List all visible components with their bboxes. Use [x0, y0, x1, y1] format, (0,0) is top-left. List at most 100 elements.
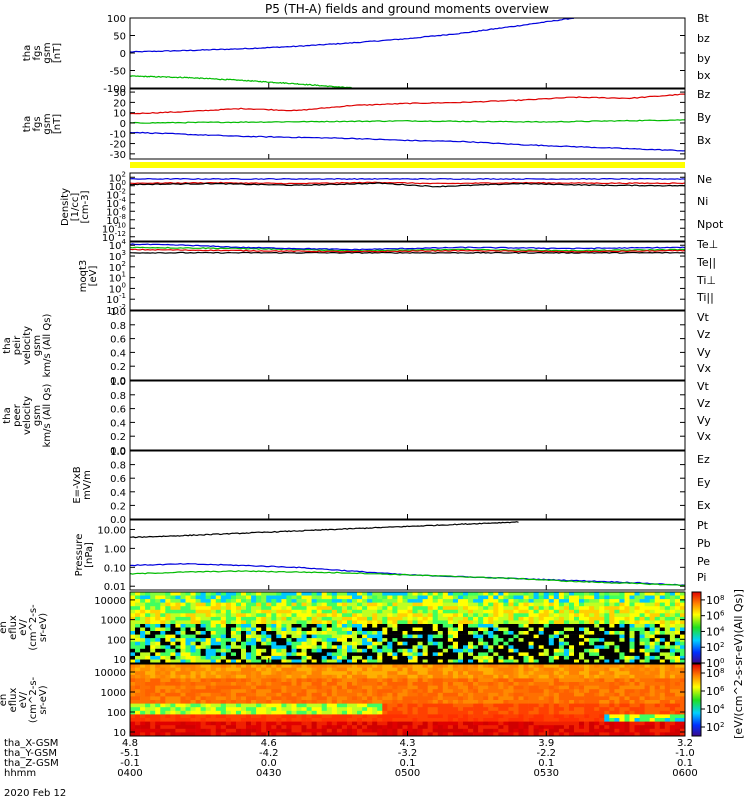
spectrogram-cell: [175, 641, 181, 646]
spectrogram-cell: [306, 703, 312, 708]
spectrogram-cell: [478, 671, 484, 676]
spectrogram-cell: [281, 652, 287, 657]
spectrogram-cell: [528, 638, 534, 642]
spectrogram-cell: [563, 641, 570, 646]
spectrogram-cell: [220, 659, 227, 664]
spectrogram-cell: [558, 721, 565, 726]
legend-entry-density: Ne: [697, 173, 712, 186]
spectrogram-cell: [463, 624, 469, 628]
spectrogram-cell: [584, 659, 590, 664]
x-axis-tick-label: 4.6: [261, 738, 277, 749]
spectrogram-cell: [579, 595, 585, 600]
spectrogram-cell: [680, 728, 686, 733]
spectrogram-cell: [659, 714, 666, 719]
spectrogram-cell: [432, 721, 439, 726]
spectrogram-cell: [639, 692, 645, 697]
spectrogram-cell: [447, 624, 454, 628]
spectrogram-cell: [382, 595, 388, 600]
spectrogram-cell: [316, 624, 323, 628]
spectrogram-cell: [291, 674, 297, 679]
spectrogram-cell: [160, 682, 166, 686]
spectrogram-cell: [271, 725, 277, 730]
spectrogram-cell: [155, 725, 161, 730]
spectrogram-cell: [246, 609, 252, 614]
spectrogram-cell: [241, 641, 247, 646]
spectrogram-cell: [518, 648, 524, 653]
spectrogram-cell: [417, 624, 423, 628]
spectrogram-cell: [205, 602, 212, 607]
spectrogram-cell: [241, 638, 247, 642]
spectrogram-cell: [352, 689, 358, 694]
y-tick-label: 1.0: [110, 307, 126, 318]
spectrogram-cell: [664, 634, 671, 639]
spectrogram-cell: [165, 714, 171, 719]
spectrogram-cell: [513, 714, 519, 719]
spectrogram-cell: [553, 725, 560, 730]
spectrogram-cell: [321, 667, 328, 672]
spectrogram-cell: [241, 728, 247, 733]
spectrogram-cell: [553, 659, 560, 664]
spectrogram-cell: [200, 620, 206, 625]
spectrogram-cell: [548, 634, 555, 639]
spectrogram-cell: [286, 664, 292, 668]
spectrogram-cell: [664, 648, 671, 653]
spectrogram-cell: [331, 685, 338, 690]
spectrogram-cell: [190, 624, 196, 628]
spectrogram-cell: [225, 721, 232, 726]
spectrogram-cell: [468, 659, 474, 664]
spectrogram-cell: [296, 667, 302, 672]
spectrogram-cell: [130, 689, 136, 694]
spectrogram-cell: [644, 631, 650, 635]
spectrogram-cell: [558, 692, 565, 697]
spectrogram-cell: [563, 645, 570, 650]
spectrogram-cell: [291, 728, 297, 733]
spectrogram-cell: [563, 627, 570, 632]
spectrogram-cell: [352, 613, 358, 618]
spectrogram-cell: [155, 718, 161, 722]
spectrogram-cell: [185, 714, 191, 719]
spectrogram-cell: [599, 659, 605, 664]
spectrogram-cell: [563, 685, 570, 690]
spectrogram-cell: [145, 714, 151, 719]
spectrogram-cell: [442, 620, 449, 625]
spectrogram-cell: [654, 592, 661, 596]
spectrogram-cell: [528, 678, 534, 683]
spectrogram-cell: [558, 678, 565, 683]
spectrogram-cell: [624, 631, 630, 635]
spectrogram-cell: [165, 718, 171, 722]
spectrogram-cell: [458, 710, 464, 715]
spectrogram-cell: [251, 634, 257, 639]
spectrogram-cell: [210, 696, 217, 701]
spectrogram-cell: [261, 638, 267, 642]
spectrogram-cell: [135, 689, 141, 694]
spectrogram-cell: [569, 718, 575, 722]
spectrogram-cell: [619, 592, 625, 596]
spectrogram-cell: [341, 728, 348, 733]
spectrogram-cell: [286, 595, 292, 600]
spectrogram-cell: [407, 685, 413, 690]
spectrogram-cell: [579, 667, 585, 672]
legend-entry-peer_velocity: Vx: [697, 430, 712, 443]
spectrogram-cell: [558, 655, 565, 660]
spectrogram-cell: [372, 648, 378, 653]
spectrogram-cell: [458, 689, 464, 694]
spectrogram-cell: [336, 609, 343, 614]
spectrogram-cell: [357, 710, 363, 715]
spectrogram-cell: [473, 664, 479, 668]
spectrogram-cell: [241, 667, 247, 672]
spectrogram-cell: [382, 674, 388, 679]
spectrogram-cell: [563, 689, 570, 694]
spectrogram-cell: [301, 645, 307, 650]
spectrogram-cell: [321, 678, 328, 683]
spectrogram-cell: [352, 728, 358, 733]
spectrogram-cell: [442, 685, 449, 690]
spectrogram-cell: [634, 689, 640, 694]
spectrogram-cell: [599, 609, 605, 614]
spectrogram-cell: [629, 707, 635, 712]
spectrogram-cell: [316, 641, 323, 646]
spectrogram-cell: [407, 634, 413, 639]
spectrogram-cell: [584, 700, 590, 704]
spectrogram-cell: [548, 652, 555, 657]
spectrogram-cell: [523, 707, 529, 712]
spectrogram-cell: [200, 659, 206, 664]
